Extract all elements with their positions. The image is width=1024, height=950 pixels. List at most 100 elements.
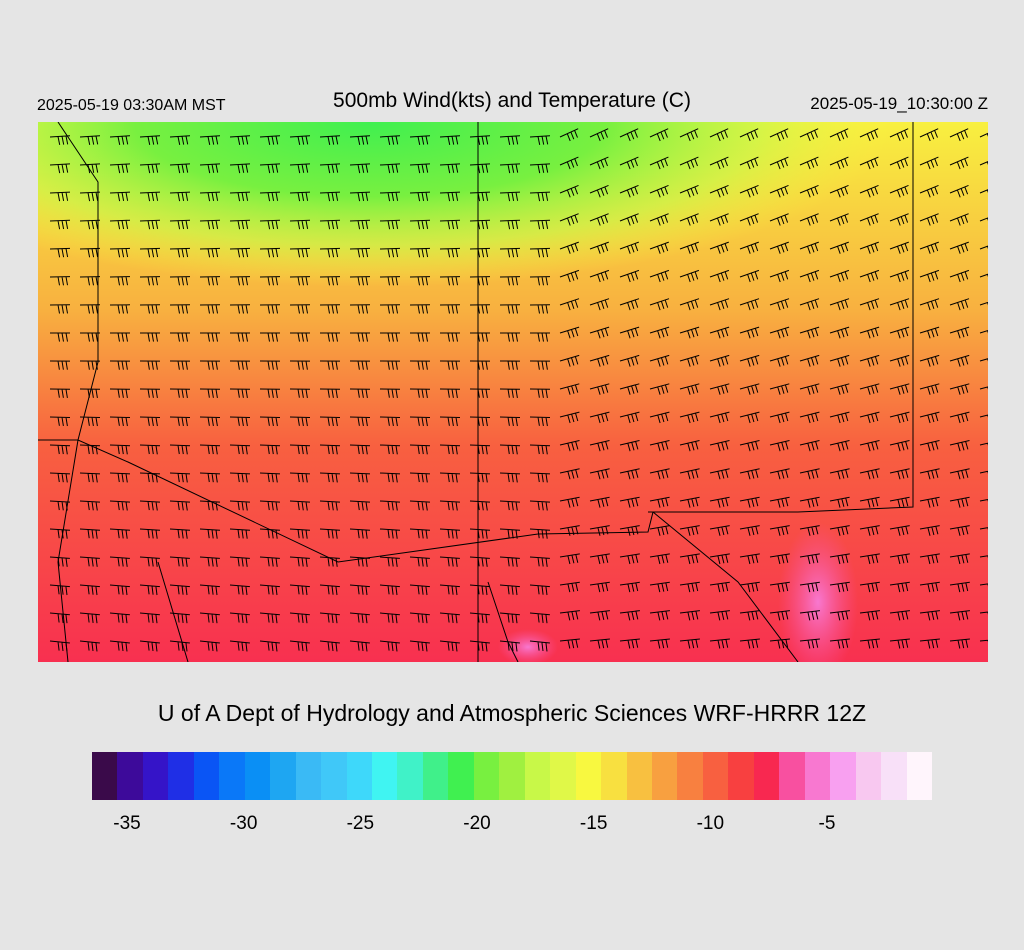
wind-barb — [799, 298, 820, 311]
wind-barb — [529, 163, 551, 174]
wind-barb — [379, 416, 401, 427]
wind-barb — [379, 500, 401, 511]
wind-barb — [379, 360, 401, 370]
wind-barb — [649, 610, 670, 621]
wind-barb — [799, 638, 820, 649]
wind-barb — [739, 440, 760, 452]
wind-barb — [919, 269, 940, 283]
wind-barb — [679, 411, 700, 424]
wind-barb — [739, 525, 760, 536]
wind-barb — [949, 553, 970, 565]
wind-barb — [649, 496, 670, 508]
wind-barb — [949, 383, 970, 395]
wind-barb — [199, 500, 221, 511]
wind-barb — [199, 304, 221, 314]
wind-barb — [799, 354, 820, 367]
wind-barb — [319, 247, 341, 258]
colorbar-swatch — [321, 752, 347, 800]
wind-barb — [199, 191, 221, 202]
wind-barb — [859, 383, 880, 395]
wind-barb — [379, 584, 400, 596]
wind-barb — [769, 128, 789, 142]
wind-barb — [799, 468, 820, 480]
wind-barb — [199, 163, 221, 174]
wind-barb — [649, 525, 670, 536]
wind-barb — [499, 528, 521, 539]
wind-barb — [109, 444, 131, 455]
wind-barb — [79, 163, 101, 174]
wind-barb — [829, 411, 850, 424]
wind-barb — [889, 440, 910, 452]
wind-barb — [649, 156, 669, 170]
wind-barb — [889, 581, 910, 593]
wind-barb — [529, 219, 551, 230]
colorbar-swatch — [448, 752, 474, 800]
wind-barb — [559, 496, 580, 508]
wind-barb — [919, 638, 940, 649]
wind-barb — [709, 298, 730, 311]
wind-barb — [439, 219, 461, 230]
colorbar-swatch — [550, 752, 576, 800]
wind-barb — [769, 610, 790, 621]
wind-barb — [229, 528, 251, 539]
wind-barb — [169, 444, 191, 455]
wind-barb — [499, 360, 521, 370]
wind-barb — [859, 184, 879, 198]
wind-barb — [589, 553, 610, 565]
wind-barb — [589, 269, 610, 283]
wind-barb — [919, 326, 940, 339]
wind-barb — [79, 388, 101, 398]
wind-barb — [199, 612, 220, 624]
wind-barb — [829, 298, 850, 311]
colorbar-swatch — [601, 752, 627, 800]
wind-barb — [139, 640, 160, 652]
wind-barb — [559, 241, 579, 254]
colorbar-swatch — [295, 752, 322, 800]
colorbar-swatch — [142, 752, 169, 800]
wind-barb — [49, 444, 71, 455]
wind-barb — [769, 298, 790, 311]
wind-barb — [319, 219, 341, 230]
wind-barb — [200, 332, 220, 342]
wind-barb — [169, 163, 191, 174]
wind-barb — [469, 247, 491, 258]
wind-barb — [529, 135, 551, 145]
wind-barb — [319, 191, 341, 202]
wind-barb — [649, 269, 670, 283]
wind-barb — [559, 326, 580, 339]
wind-barb — [589, 610, 610, 621]
wind-barb — [529, 528, 551, 539]
wind-barb — [49, 472, 71, 483]
wind-barb — [769, 184, 789, 198]
wind-barb — [709, 184, 729, 198]
wind-barb — [110, 332, 130, 342]
colorbar-swatch — [804, 752, 831, 800]
wind-barb — [259, 191, 281, 202]
wind-barb — [739, 241, 759, 254]
wind-barb — [619, 581, 640, 593]
colorbar-swatch — [397, 752, 423, 800]
wind-barb — [649, 213, 669, 226]
wind-barb — [739, 156, 759, 170]
wind-barb — [829, 184, 849, 198]
wind-barb — [349, 191, 371, 202]
wind-barb — [500, 332, 520, 342]
wind-barb — [589, 156, 609, 170]
wind-barb — [199, 640, 220, 652]
wind-barb — [409, 276, 431, 286]
wind-barb — [439, 640, 460, 652]
colorbar-swatch — [830, 752, 856, 800]
wind-barb — [109, 219, 131, 230]
wind-barb — [199, 584, 220, 596]
wind-barb — [949, 354, 970, 367]
wind-barb — [169, 612, 190, 624]
wind-barb — [709, 128, 729, 142]
wind-barb — [79, 135, 101, 145]
wind-barb — [229, 416, 251, 427]
wind-barb — [529, 500, 551, 511]
wind-barb — [709, 638, 730, 649]
wind-barb — [679, 610, 700, 621]
wind-barb — [229, 612, 250, 624]
colorbar-swatch — [753, 752, 780, 800]
wind-barb — [379, 135, 401, 145]
